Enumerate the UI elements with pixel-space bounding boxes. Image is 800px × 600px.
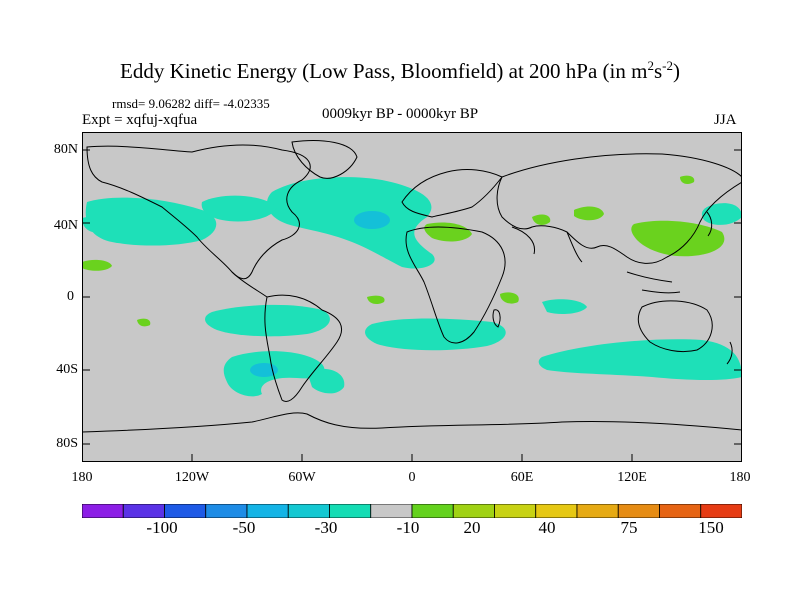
north-atlantic-region xyxy=(267,177,435,269)
africa-east-fragment xyxy=(500,292,519,304)
lon-label-180e: 180 xyxy=(729,470,751,485)
central-asia-region xyxy=(574,206,604,221)
colorbar-swatch xyxy=(122,504,165,518)
asia-coast xyxy=(496,153,742,264)
north-pacific-east-region xyxy=(701,203,742,225)
lat-label-80n: 80N xyxy=(53,142,78,157)
north-pacific-region xyxy=(85,197,217,246)
lat-label-40n: 40N xyxy=(53,218,78,233)
indian-ocean-fragment xyxy=(542,299,587,315)
lon-label-120e: 120E xyxy=(617,470,647,485)
new-zealand-coast xyxy=(726,341,733,365)
figure-title: Eddy Kinetic Energy (Low Pass, Bloomfiel… xyxy=(120,58,680,83)
map-background xyxy=(82,132,742,462)
siberia-fragment xyxy=(680,175,695,185)
lon-label-0: 0 xyxy=(408,470,416,485)
africa-coast xyxy=(405,226,506,344)
colorbar-swatch xyxy=(329,504,372,518)
lat-label-40s: 40S xyxy=(56,362,78,377)
lon-label-60e: 60E xyxy=(510,470,534,485)
experiment-label: Expt = xqfuj-xqfua xyxy=(82,112,198,128)
colorbar-swatch xyxy=(164,504,207,518)
coastlines xyxy=(82,140,742,433)
colorbar-swatch xyxy=(700,504,742,518)
australia-coast xyxy=(637,300,713,353)
colorbar-swatch xyxy=(576,504,619,518)
map-panel xyxy=(82,132,742,462)
colorbar-swatch xyxy=(535,504,578,518)
japan-coast xyxy=(706,211,713,237)
greenland-coast xyxy=(291,140,358,179)
colorbar-label: -10 xyxy=(396,518,420,537)
colorbar-swatch xyxy=(452,504,495,518)
south-pacific-fragment xyxy=(137,318,151,327)
colorbar-swatch xyxy=(287,504,330,518)
map-ticks xyxy=(82,149,742,462)
drake-passage-region xyxy=(307,368,345,394)
colorbar-label: 75 xyxy=(620,518,638,537)
north-america-region xyxy=(201,195,277,222)
colorbar-swatch xyxy=(246,504,289,518)
colorbar-label: 40 xyxy=(538,518,556,537)
pacific-west-fragment xyxy=(82,216,108,233)
strong-negative-regions xyxy=(250,211,390,377)
east-asia-region xyxy=(631,220,725,257)
stats-text: rmsd= 9.06282 diff= -4.02335 xyxy=(112,96,270,111)
colorbar-label: -30 xyxy=(314,518,338,537)
pacific-tropical-fragment xyxy=(82,259,112,271)
middle-east-region xyxy=(532,214,551,225)
lat-label-80s: 80S xyxy=(56,436,78,451)
colorbar-swatch xyxy=(617,504,660,518)
negative-anomaly-regions xyxy=(82,177,742,397)
colorbar-swatch xyxy=(659,504,702,518)
madagascar-coast xyxy=(492,309,501,328)
colorbar-swatch xyxy=(494,504,537,518)
north-america-coast xyxy=(86,144,311,280)
south-america-coast xyxy=(264,294,342,402)
indonesia-coast xyxy=(626,271,681,294)
lon-label-180w: 180 xyxy=(71,470,93,485)
colorbar-swatch xyxy=(205,504,248,518)
lat-label-0: 0 xyxy=(67,289,74,304)
colorbar-swatches xyxy=(82,504,742,518)
south-asia-coast xyxy=(511,226,583,263)
colorbar-swatch xyxy=(411,504,454,518)
south-atlantic-region xyxy=(365,318,506,351)
colorbar-label: -100 xyxy=(146,518,178,537)
europe-coast xyxy=(401,169,503,218)
antarctica-coast xyxy=(82,412,742,433)
lon-label-120w: 120W xyxy=(174,470,210,485)
southern-indian-ocean-region xyxy=(538,339,742,381)
central-america-coast xyxy=(231,271,268,298)
south-pacific-region xyxy=(205,304,330,337)
colorbar xyxy=(82,504,742,518)
strong-southern-ocean xyxy=(250,363,278,377)
atlantic-equator-fragment xyxy=(367,295,385,305)
period-label: 0009kyr BP - 0000kyr BP xyxy=(322,106,479,122)
colorbar-label: 20 xyxy=(463,518,481,537)
lon-label-60w: 60W xyxy=(288,470,316,485)
colorbar-label: -50 xyxy=(232,518,256,537)
colorbar-swatch xyxy=(370,504,413,518)
colorbar-label: 150 xyxy=(698,518,724,537)
season-label: JJA xyxy=(714,112,737,128)
strong-north-atlantic xyxy=(354,211,390,229)
colorbar-swatch xyxy=(82,504,124,518)
